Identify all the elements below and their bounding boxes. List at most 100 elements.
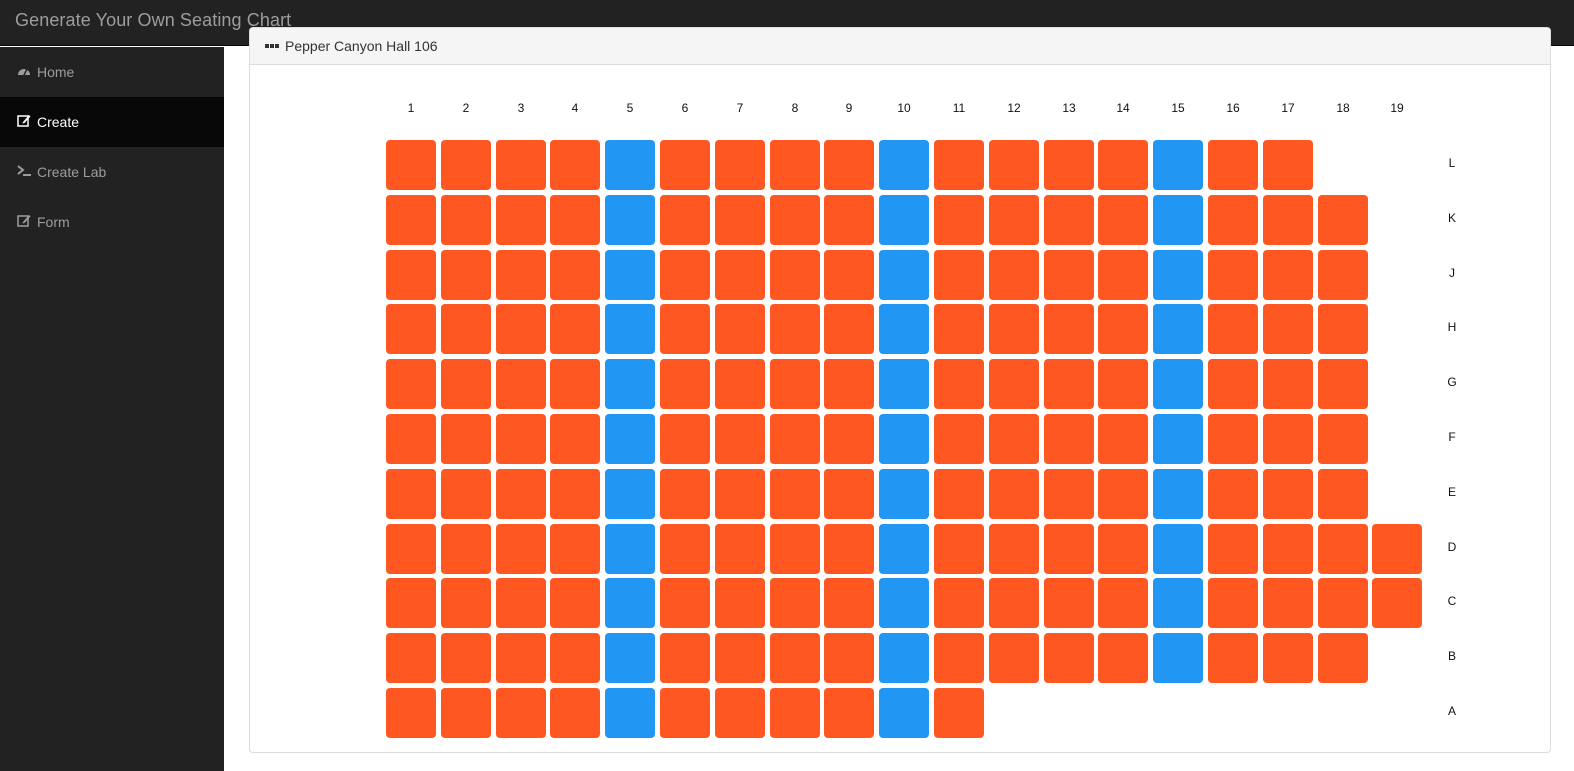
seat-G-3[interactable] xyxy=(496,359,546,409)
seat-G-18[interactable] xyxy=(1318,359,1368,409)
sidebar-item-home[interactable]: Home xyxy=(0,47,224,97)
seat-F-5[interactable] xyxy=(605,414,655,464)
seat-J-16[interactable] xyxy=(1208,250,1258,300)
seat-D-16[interactable] xyxy=(1208,524,1258,574)
seat-D-19[interactable] xyxy=(1372,524,1422,574)
seat-D-3[interactable] xyxy=(496,524,546,574)
seat-H-5[interactable] xyxy=(605,304,655,354)
seat-H-13[interactable] xyxy=(1044,304,1094,354)
seat-E-7[interactable] xyxy=(715,469,765,519)
seat-K-6[interactable] xyxy=(660,195,710,245)
seat-D-4[interactable] xyxy=(550,524,600,574)
seat-D-2[interactable] xyxy=(441,524,491,574)
seat-K-18[interactable] xyxy=(1318,195,1368,245)
seat-G-15[interactable] xyxy=(1153,359,1203,409)
seat-C-3[interactable] xyxy=(496,578,546,628)
seat-H-15[interactable] xyxy=(1153,304,1203,354)
seat-D-18[interactable] xyxy=(1318,524,1368,574)
seat-G-1[interactable] xyxy=(386,359,436,409)
seat-E-17[interactable] xyxy=(1263,469,1313,519)
seat-K-13[interactable] xyxy=(1044,195,1094,245)
seat-C-17[interactable] xyxy=(1263,578,1313,628)
seat-B-1[interactable] xyxy=(386,633,436,683)
seat-D-13[interactable] xyxy=(1044,524,1094,574)
seat-E-4[interactable] xyxy=(550,469,600,519)
seat-G-5[interactable] xyxy=(605,359,655,409)
seat-G-4[interactable] xyxy=(550,359,600,409)
seat-G-13[interactable] xyxy=(1044,359,1094,409)
seat-J-6[interactable] xyxy=(660,250,710,300)
seat-L-17[interactable] xyxy=(1263,140,1313,190)
seat-G-16[interactable] xyxy=(1208,359,1258,409)
seat-A-4[interactable] xyxy=(550,688,600,738)
seat-F-7[interactable] xyxy=(715,414,765,464)
seat-G-9[interactable] xyxy=(824,359,874,409)
seat-K-5[interactable] xyxy=(605,195,655,245)
seat-H-11[interactable] xyxy=(934,304,984,354)
seat-F-4[interactable] xyxy=(550,414,600,464)
seat-D-17[interactable] xyxy=(1263,524,1313,574)
seat-L-1[interactable] xyxy=(386,140,436,190)
seat-C-15[interactable] xyxy=(1153,578,1203,628)
seat-E-14[interactable] xyxy=(1098,469,1148,519)
seat-D-5[interactable] xyxy=(605,524,655,574)
seat-H-18[interactable] xyxy=(1318,304,1368,354)
seat-C-8[interactable] xyxy=(770,578,820,628)
seat-B-2[interactable] xyxy=(441,633,491,683)
seat-L-2[interactable] xyxy=(441,140,491,190)
seat-B-17[interactable] xyxy=(1263,633,1313,683)
seat-K-12[interactable] xyxy=(989,195,1039,245)
seat-F-15[interactable] xyxy=(1153,414,1203,464)
sidebar-item-form[interactable]: Form xyxy=(0,197,224,247)
seat-J-12[interactable] xyxy=(989,250,1039,300)
seat-H-1[interactable] xyxy=(386,304,436,354)
seat-G-6[interactable] xyxy=(660,359,710,409)
seat-F-9[interactable] xyxy=(824,414,874,464)
seat-F-12[interactable] xyxy=(989,414,1039,464)
seat-E-6[interactable] xyxy=(660,469,710,519)
seat-L-9[interactable] xyxy=(824,140,874,190)
seat-K-16[interactable] xyxy=(1208,195,1258,245)
seat-A-3[interactable] xyxy=(496,688,546,738)
seat-B-7[interactable] xyxy=(715,633,765,683)
seat-C-6[interactable] xyxy=(660,578,710,628)
seat-K-4[interactable] xyxy=(550,195,600,245)
seat-J-5[interactable] xyxy=(605,250,655,300)
seat-F-3[interactable] xyxy=(496,414,546,464)
seat-D-10[interactable] xyxy=(879,524,929,574)
seat-A-7[interactable] xyxy=(715,688,765,738)
seat-B-16[interactable] xyxy=(1208,633,1258,683)
seat-E-10[interactable] xyxy=(879,469,929,519)
seat-A-1[interactable] xyxy=(386,688,436,738)
seat-H-10[interactable] xyxy=(879,304,929,354)
seat-K-9[interactable] xyxy=(824,195,874,245)
seat-F-11[interactable] xyxy=(934,414,984,464)
seat-F-2[interactable] xyxy=(441,414,491,464)
seat-H-12[interactable] xyxy=(989,304,1039,354)
seat-D-9[interactable] xyxy=(824,524,874,574)
seat-H-9[interactable] xyxy=(824,304,874,354)
seat-D-15[interactable] xyxy=(1153,524,1203,574)
seat-B-4[interactable] xyxy=(550,633,600,683)
seat-G-17[interactable] xyxy=(1263,359,1313,409)
seat-C-1[interactable] xyxy=(386,578,436,628)
seat-B-6[interactable] xyxy=(660,633,710,683)
seat-D-1[interactable] xyxy=(386,524,436,574)
seat-G-11[interactable] xyxy=(934,359,984,409)
seat-J-15[interactable] xyxy=(1153,250,1203,300)
seat-G-14[interactable] xyxy=(1098,359,1148,409)
seat-G-12[interactable] xyxy=(989,359,1039,409)
seat-J-14[interactable] xyxy=(1098,250,1148,300)
seat-E-1[interactable] xyxy=(386,469,436,519)
seat-K-2[interactable] xyxy=(441,195,491,245)
seat-E-5[interactable] xyxy=(605,469,655,519)
seat-B-15[interactable] xyxy=(1153,633,1203,683)
seat-D-8[interactable] xyxy=(770,524,820,574)
seat-B-11[interactable] xyxy=(934,633,984,683)
seat-F-16[interactable] xyxy=(1208,414,1258,464)
seat-L-6[interactable] xyxy=(660,140,710,190)
seat-C-13[interactable] xyxy=(1044,578,1094,628)
seat-E-15[interactable] xyxy=(1153,469,1203,519)
seat-L-7[interactable] xyxy=(715,140,765,190)
seat-E-8[interactable] xyxy=(770,469,820,519)
